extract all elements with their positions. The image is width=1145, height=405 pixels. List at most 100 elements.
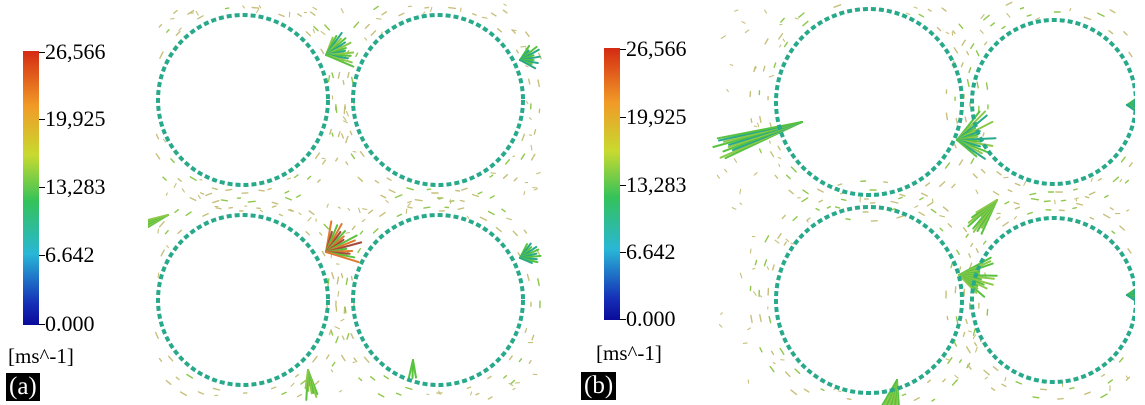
velocity-vector — [970, 157, 975, 165]
velocity-vector — [769, 151, 775, 158]
velocity-vector — [968, 253, 971, 258]
velocity-vector — [506, 217, 512, 221]
velocity-vector — [331, 361, 336, 367]
velocity-vector — [512, 155, 516, 158]
velocity-vector — [845, 218, 851, 221]
velocity-vector — [944, 162, 951, 169]
velocity-vector — [970, 43, 975, 50]
velocity-vector — [327, 278, 330, 286]
velocity-vector — [965, 318, 968, 325]
velocity-vector — [1013, 201, 1020, 205]
velocity-vector — [818, 199, 824, 203]
velocity-vector — [342, 116, 347, 122]
velocity-vector — [964, 116, 967, 123]
velocity-vector — [318, 232, 323, 236]
velocity-vector — [801, 197, 809, 203]
velocity-vector — [950, 262, 954, 269]
velocity-vector — [290, 382, 295, 387]
velocity-vector — [1111, 230, 1116, 235]
velocity-vector — [313, 380, 320, 386]
colorbar-tick-label: 0.000 — [45, 311, 95, 336]
velocity-vector — [790, 389, 798, 396]
velocity-vector — [975, 189, 979, 195]
velocity-vector — [1030, 197, 1040, 201]
velocity-vector — [173, 183, 177, 188]
velocity-vector — [525, 31, 530, 37]
cylinder-boundaries — [156, 13, 525, 387]
velocity-vector — [528, 117, 532, 120]
velocity-vector — [337, 290, 340, 297]
velocity-vector — [1002, 221, 1009, 227]
velocity-vector — [381, 11, 388, 16]
velocity-vector — [335, 157, 339, 162]
velocity-vector — [783, 241, 787, 246]
velocity-vector — [768, 315, 772, 324]
colorbar-tick-label: 26,566 — [626, 36, 687, 61]
velocity-vector — [770, 350, 775, 356]
velocity-vector — [475, 392, 480, 396]
velocity-vector — [779, 44, 782, 48]
velocity-vector — [328, 329, 332, 336]
velocity-vector — [374, 179, 380, 184]
velocity-vector — [1072, 206, 1077, 210]
velocity-vector — [833, 4, 842, 8]
velocity-vector — [349, 130, 353, 136]
velocity-vector — [945, 112, 949, 121]
colorbar-tick-label: 0.000 — [626, 306, 676, 331]
velocity-vector — [954, 374, 959, 379]
velocity-vector — [373, 5, 379, 11]
velocity-vector — [769, 140, 771, 144]
colorbar-tickmark — [620, 252, 626, 253]
velocity-vector — [1104, 194, 1109, 199]
velocity-vector — [165, 192, 168, 196]
velocity-vector — [320, 30, 326, 35]
velocity-vector — [515, 49, 519, 54]
jet-vector — [956, 139, 978, 158]
velocity-vector — [936, 26, 942, 32]
velocity-vector — [1118, 357, 1124, 363]
colorbar-tickmark — [39, 255, 45, 256]
jet-vector — [1126, 104, 1135, 112]
velocity-vector — [1097, 12, 1105, 17]
velocity-vector — [359, 230, 364, 235]
velocity-vector — [724, 168, 728, 173]
velocity-vector — [414, 198, 423, 202]
velocity-vector — [312, 355, 318, 363]
velocity-vector — [197, 15, 204, 20]
velocity-vector — [330, 330, 334, 336]
velocity-vector — [407, 202, 411, 207]
velocity-vector — [951, 183, 956, 189]
colorbar-tickmark — [620, 117, 626, 118]
colorbar-tickmark — [39, 119, 45, 120]
velocity-vector — [794, 17, 799, 20]
velocity-vector — [1125, 375, 1129, 379]
velocity-vector — [992, 366, 999, 371]
velocity-vector — [471, 193, 479, 198]
velocity-vector — [337, 71, 341, 79]
velocity-vector — [939, 181, 946, 188]
velocity-vector — [1125, 376, 1131, 381]
velocity-vector — [215, 207, 222, 210]
velocity-vector — [764, 38, 769, 45]
velocity-vector — [975, 346, 978, 353]
velocity-vector — [295, 194, 302, 198]
velocity-vector — [224, 7, 230, 10]
velocity-vector — [913, 397, 921, 401]
velocity-vector — [379, 211, 386, 217]
colorbar-tick-label: 6.642 — [626, 239, 676, 264]
velocity-vector — [803, 388, 810, 393]
velocity-vector — [794, 368, 801, 375]
velocity-vector — [505, 158, 510, 165]
velocity-vector — [749, 248, 752, 254]
velocity-vector — [918, 13, 925, 18]
velocity-vector — [955, 316, 959, 324]
velocity-vector — [345, 161, 349, 166]
velocity-vector — [1023, 181, 1027, 186]
colorbar-unit: [ms^-1] — [8, 344, 74, 368]
velocity-vector — [926, 379, 932, 383]
velocity-vector — [720, 35, 726, 39]
velocity-vector — [739, 188, 742, 195]
velocity-vector — [942, 206, 949, 212]
velocity-vector — [996, 171, 1002, 176]
velocity-vector — [168, 355, 174, 362]
